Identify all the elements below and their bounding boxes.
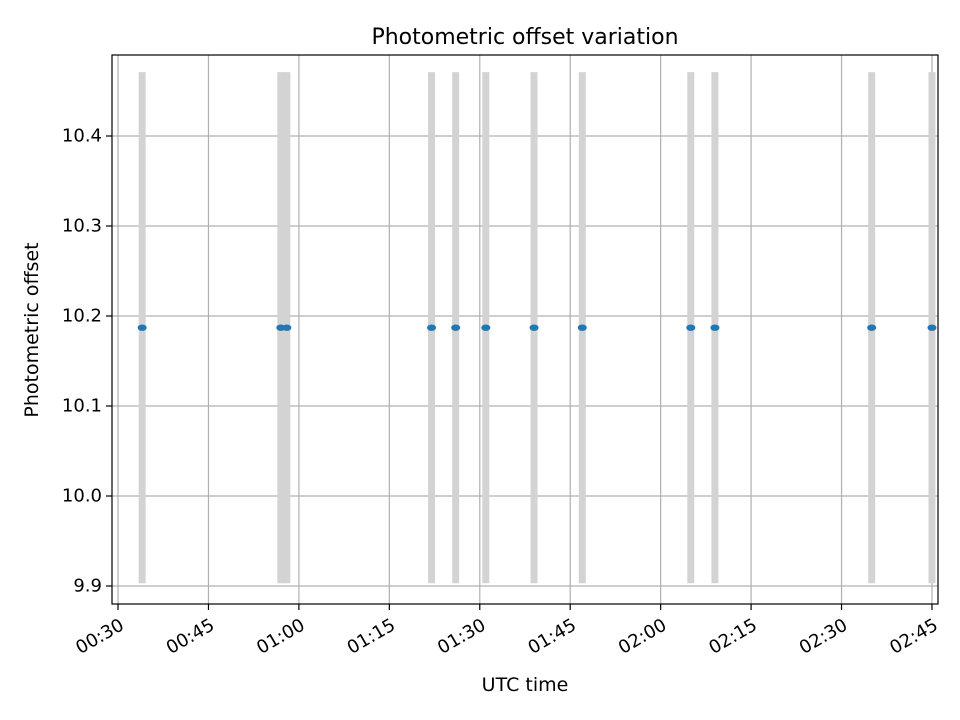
data-point bbox=[282, 324, 292, 331]
y-tick-label: 10.1 bbox=[62, 396, 102, 417]
data-point bbox=[427, 324, 437, 331]
data-point bbox=[481, 324, 491, 331]
y-axis-ticks: 9.9 10.0 10.1 10.2 10.3 10.4 bbox=[62, 126, 112, 597]
data-point bbox=[451, 324, 461, 331]
y-tick-label: 10.0 bbox=[62, 486, 102, 507]
y-axis-label: Photometric offset bbox=[21, 242, 43, 417]
axes-frame bbox=[111, 54, 939, 605]
y-tick-label: 9.9 bbox=[73, 576, 102, 597]
data-point bbox=[710, 324, 720, 331]
data-point bbox=[686, 324, 696, 331]
data-point bbox=[577, 324, 587, 331]
data-point bbox=[927, 324, 937, 331]
y-tick-label: 10.4 bbox=[62, 126, 102, 147]
data-point bbox=[137, 324, 147, 331]
data-points bbox=[137, 324, 937, 331]
data-point bbox=[867, 324, 877, 331]
chart-title: Photometric offset variation bbox=[371, 25, 678, 50]
data-point bbox=[529, 324, 539, 331]
y-tick-label: 10.2 bbox=[62, 306, 102, 327]
y-tick-label: 10.3 bbox=[62, 216, 102, 237]
x-axis-label: UTC time bbox=[482, 674, 569, 696]
